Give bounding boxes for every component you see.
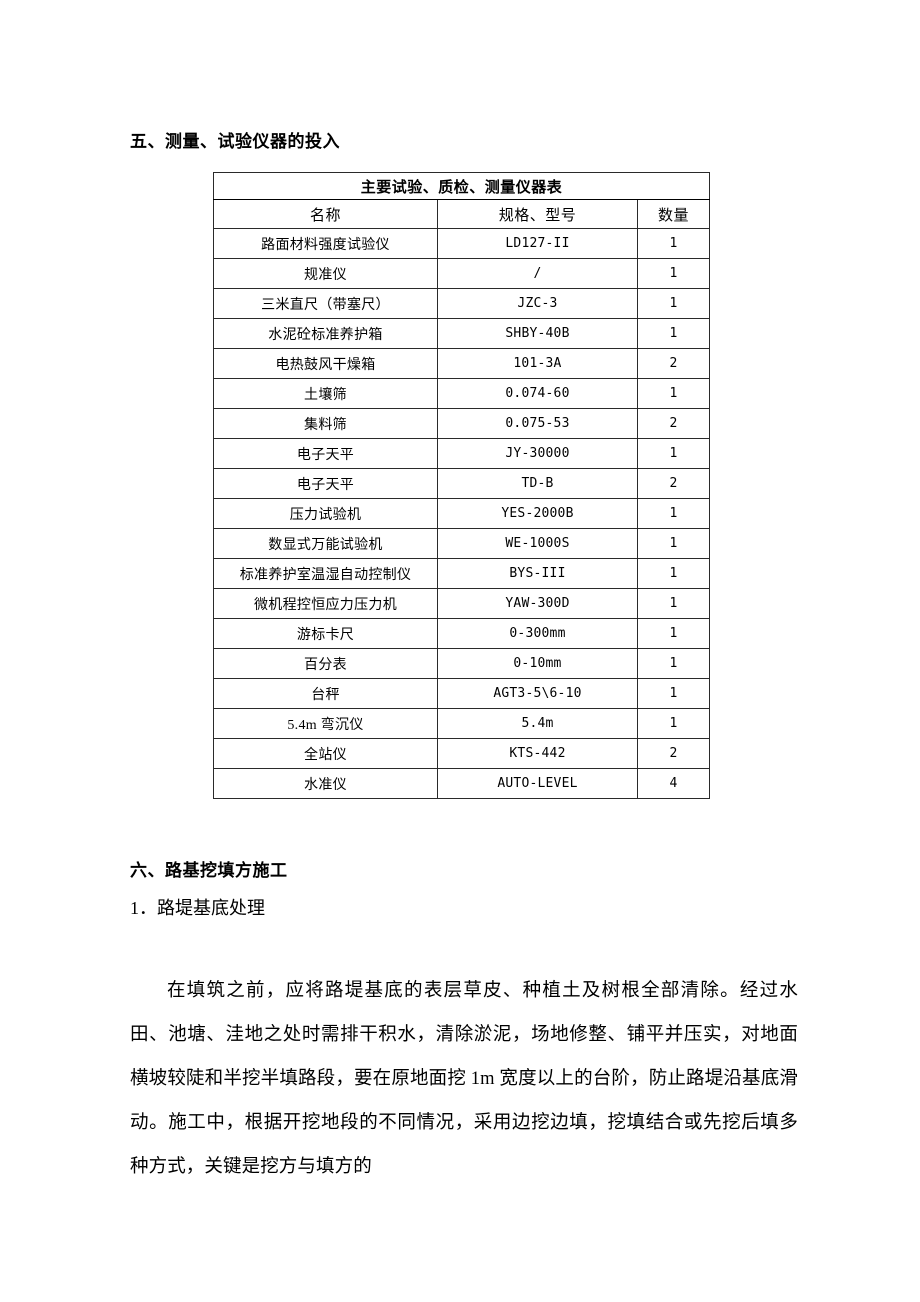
cell-equipment-qty: 1 [636, 498, 711, 529]
table-row: 电子天平 JY-30000 1 [213, 438, 711, 469]
cell-equipment-spec: TD-B [437, 468, 638, 499]
cell-equipment-name: 水泥砼标准养护箱 [213, 318, 438, 349]
cell-equipment-name: 集料筛 [213, 408, 438, 439]
cell-equipment-name: 路面材料强度试验仪 [213, 228, 438, 259]
cell-equipment-qty: 2 [636, 408, 711, 439]
table-row: 标准养护室温湿自动控制仪 BYS-III 1 [213, 558, 711, 589]
cell-equipment-qty: 1 [636, 378, 711, 409]
cell-equipment-qty: 4 [636, 768, 711, 799]
cell-equipment-qty: 2 [636, 738, 711, 769]
cell-equipment-qty: 1 [636, 708, 711, 739]
cell-equipment-qty: 1 [636, 558, 711, 589]
cell-equipment-name: 微机程控恒应力压力机 [213, 588, 438, 619]
cell-equipment-spec: SHBY-40B [437, 318, 638, 349]
table-title-row: 主要试验、质检、测量仪器表 [212, 172, 711, 200]
cell-equipment-name: 三米直尺（带塞尺） [213, 288, 438, 319]
cell-equipment-name: 水准仪 [213, 768, 438, 799]
cell-equipment-spec: / [437, 258, 638, 289]
table-row: 规准仪/1 [213, 258, 711, 289]
cell-equipment-qty: 1 [636, 618, 711, 649]
table-row: 三米直尺（带塞尺） JZC-3 1 [213, 288, 711, 319]
table-row: 电子天平 TD-B 2 [213, 468, 711, 499]
cell-equipment-qty: 1 [636, 438, 711, 469]
table-row: 压力试验机 YES-2000B 1 [213, 498, 711, 529]
body-paragraph: 在填筑之前，应将路堤基底的表层草皮、种植土及树根全部清除。经过水田、池塘、洼地之… [130, 980, 798, 1177]
cell-equipment-name: 电子天平 [213, 438, 438, 469]
table-row: 微机程控恒应力压力机 YAW-300D 1 [213, 588, 711, 619]
cell-equipment-spec: 0-10mm [437, 648, 638, 679]
cell-equipment-name: 压力试验机 [213, 498, 438, 529]
cell-equipment-qty: 1 [636, 528, 711, 559]
equipment-table-container: 主要试验、质检、测量仪器表 名称 规格、型号 数量 路面材料强度试验仪 LD127… [212, 172, 711, 799]
table-row: 游标卡尺 0-300mm 1 [213, 618, 711, 649]
cell-equipment-spec: YAW-300D [437, 588, 638, 619]
table-row: 集料筛 0.075-53 2 [213, 408, 711, 439]
table-row: 电热鼓风干燥箱 101-3A 2 [213, 348, 711, 379]
cell-equipment-name: 标准养护室温湿自动控制仪 [213, 558, 438, 589]
cell-equipment-spec: 0-300mm [437, 618, 638, 649]
cell-equipment-spec: 0.074-60 [437, 378, 638, 409]
table-row: 路面材料强度试验仪 LD127-II 1 [213, 228, 711, 259]
cell-equipment-name: 数显式万能试验机 [213, 528, 438, 559]
table-row: 水泥砼标准养护箱 SHBY-40B 1 [213, 318, 711, 349]
cell-equipment-spec: YES-2000B [437, 498, 638, 529]
cell-equipment-spec: 5.4m [437, 708, 638, 739]
cell-equipment-qty: 1 [636, 258, 711, 289]
table-row: 5.4m 弯沉仪 5.4m 1 [213, 708, 711, 739]
cell-equipment-spec: KTS-442 [437, 738, 638, 769]
cell-equipment-spec: JY-30000 [437, 438, 638, 469]
cell-equipment-spec: AGT3-5\6-10 [437, 678, 638, 709]
cell-equipment-spec: AUTO-LEVEL [437, 768, 638, 799]
cell-equipment-spec: JZC-3 [437, 288, 638, 319]
cell-equipment-qty: 1 [636, 588, 711, 619]
cell-equipment-qty: 2 [636, 348, 711, 379]
subsection-title: 路堤基底处理 [157, 898, 265, 918]
column-header-name: 名称 [213, 199, 438, 229]
subsection-heading: 1．路堤基底处理 [130, 898, 265, 920]
table-row: 台秤 AGT3-5\6-10 1 [213, 678, 711, 709]
table-row: 土壤筛 0.074-60 1 [213, 378, 711, 409]
cell-equipment-spec: 101-3A [437, 348, 638, 379]
table-row: 数显式万能试验机 WE-1000S 1 [213, 528, 711, 559]
equipment-table: 主要试验、质检、测量仪器表 名称 规格、型号 数量 路面材料强度试验仪 LD127… [212, 172, 711, 799]
cell-equipment-name: 游标卡尺 [213, 618, 438, 649]
cell-equipment-spec: LD127-II [437, 228, 638, 259]
cell-equipment-qty: 1 [636, 678, 711, 709]
cell-equipment-qty: 1 [636, 648, 711, 679]
cell-equipment-name: 电热鼓风干燥箱 [213, 348, 438, 379]
cell-equipment-name: 电子天平 [213, 468, 438, 499]
section-heading-six: 六、路基挖填方施工 [130, 861, 288, 882]
cell-equipment-name: 规准仪 [213, 258, 438, 289]
cell-equipment-name: 5.4m 弯沉仪 [213, 708, 438, 739]
column-header-spec: 规格、型号 [437, 199, 638, 229]
cell-equipment-spec: 0.075-53 [437, 408, 638, 439]
cell-equipment-spec: BYS-III [437, 558, 638, 589]
table-row: 水准仪 AUTO-LEVEL 4 [213, 768, 711, 799]
cell-equipment-name: 全站仪 [213, 738, 438, 769]
table-title: 主要试验、质检、测量仪器表 [212, 172, 711, 200]
cell-equipment-name: 百分表 [213, 648, 438, 679]
table-row: 全站仪 KTS-442 2 [213, 738, 711, 769]
cell-equipment-name: 土壤筛 [213, 378, 438, 409]
table-header-row: 名称 规格、型号 数量 [213, 199, 711, 229]
cell-equipment-name: 台秤 [213, 678, 438, 709]
column-header-qty: 数量 [636, 199, 711, 229]
cell-equipment-spec: WE-1000S [437, 528, 638, 559]
cell-equipment-qty: 1 [636, 228, 711, 259]
table-row: 百分表 0-10mm 1 [213, 648, 711, 679]
cell-equipment-qty: 2 [636, 468, 711, 499]
cell-equipment-qty: 1 [636, 318, 711, 349]
section-heading-five: 五、测量、试验仪器的投入 [130, 132, 340, 153]
cell-equipment-qty: 1 [636, 288, 711, 319]
subsection-number: 1． [130, 898, 157, 918]
